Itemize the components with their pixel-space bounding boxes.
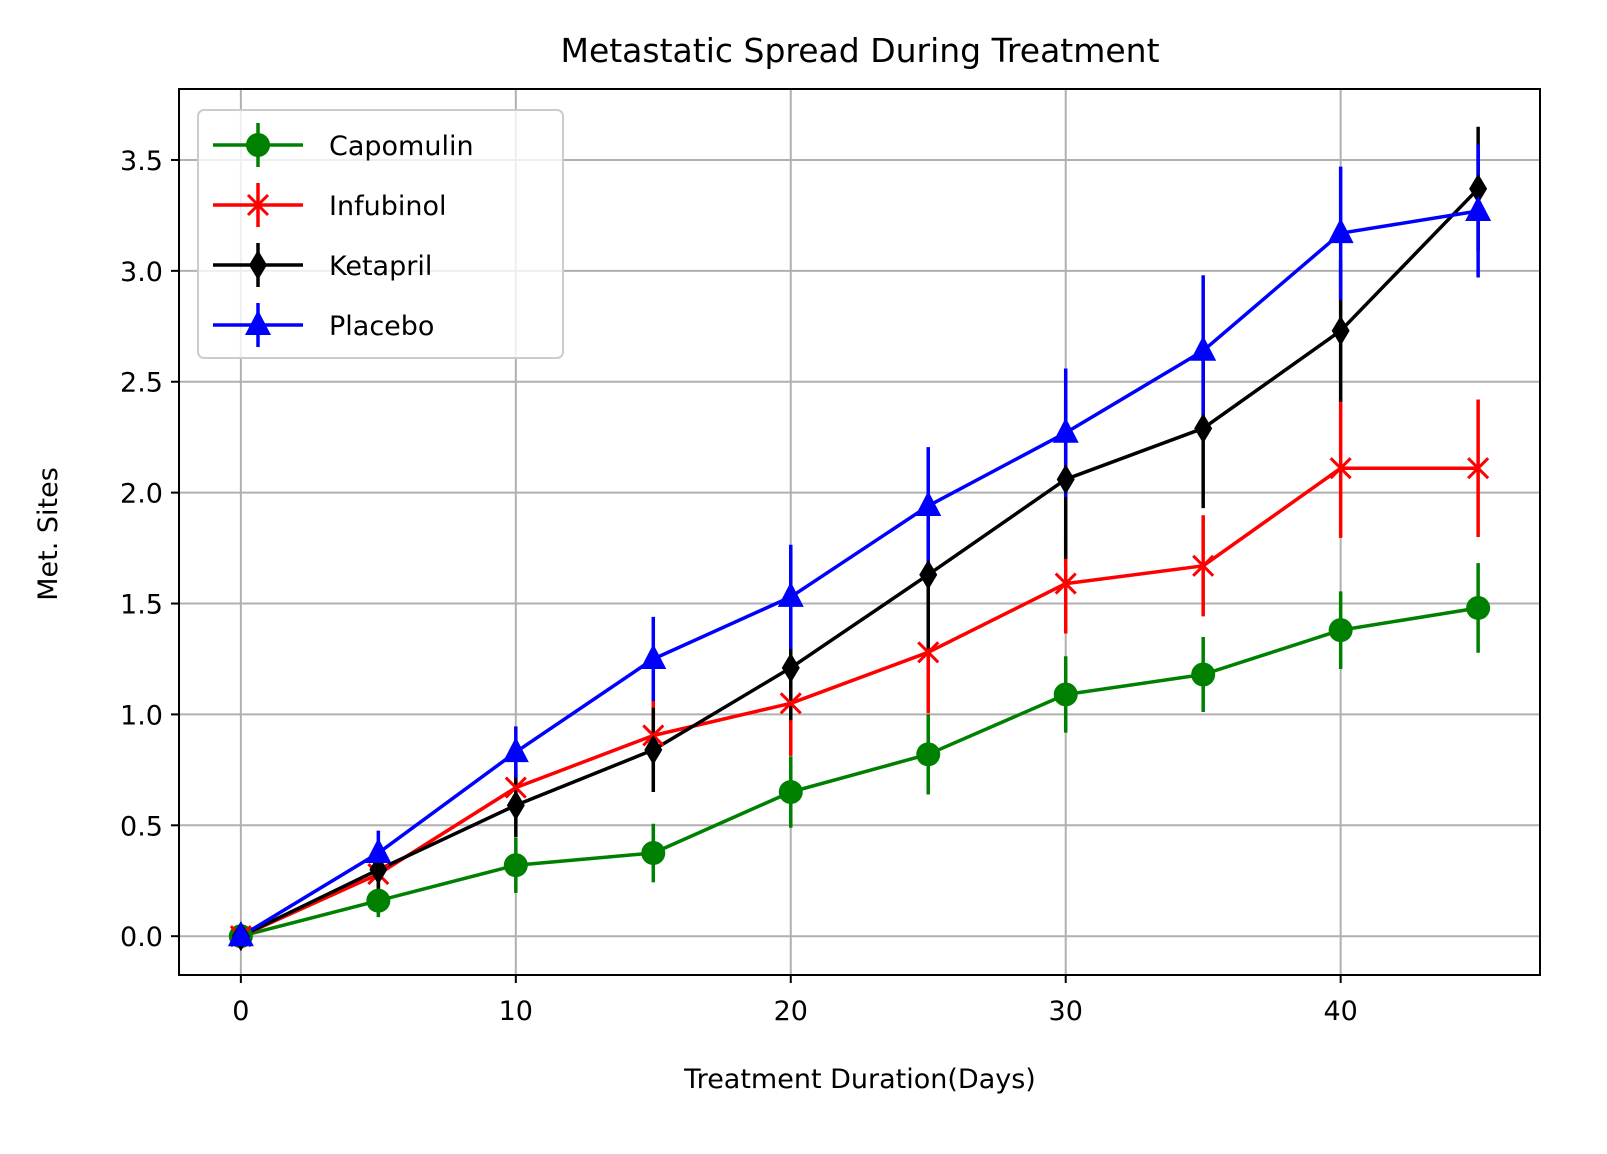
y-tick-label: 3.5 [120, 146, 163, 177]
infubinol-data-point [504, 776, 527, 799]
infubinol-series-line [240, 466, 1479, 938]
capomulin-data-point [1191, 662, 1216, 687]
y-tick-label: 2.5 [120, 368, 163, 399]
y-axis-ticks: 0.0 0.5 1.0 1.5 2.0 2.5 3.0 3.5 [120, 146, 179, 953]
ketapril-data-point [506, 790, 525, 821]
capomulin-data-point [916, 742, 941, 767]
placebo-data-point [1465, 195, 1492, 221]
plot-frame [178, 88, 1541, 976]
ketapril-data-point [1194, 413, 1213, 444]
y-tick-label: 0.0 [120, 922, 163, 953]
legend-marker-capomulin [246, 133, 270, 157]
grid [179, 89, 1540, 975]
legend-marker-placebo [245, 310, 271, 335]
legend-label-capomulin: Capomulin [329, 131, 474, 162]
placebo-data-point [1327, 218, 1354, 244]
y-tick-label: 1.0 [120, 700, 163, 731]
x-tick-label: 20 [774, 996, 808, 1027]
ketapril-data-point [1469, 173, 1488, 204]
placebo-data-point [227, 921, 254, 947]
ketapril-data-point [781, 652, 800, 683]
x-axis-ticks: 0 10 20 30 40 [232, 975, 1358, 1027]
y-tick-label: 1.5 [120, 590, 163, 621]
legend-label-placebo: Placebo [329, 311, 434, 342]
ketapril-series-line [240, 187, 1480, 938]
series-lines [239, 187, 1480, 938]
placebo-data-point [1052, 417, 1079, 443]
y-tick-label: 2.0 [120, 479, 163, 510]
ketapril-data-point [1056, 464, 1075, 495]
x-tick-label: 0 [232, 996, 249, 1027]
capomulin-data-point [366, 888, 391, 913]
legend-marker-ketapril [249, 250, 267, 280]
ketapril-data-point [644, 734, 663, 765]
series-markers [227, 173, 1492, 952]
capomulin-series-line [240, 606, 1479, 938]
legend-label-ketapril: Ketapril [329, 251, 432, 282]
placebo-data-point [502, 737, 529, 763]
legend-label-infubinol: Infubinol [329, 191, 446, 222]
y-tick-label: 3.0 [120, 257, 163, 288]
infubinol-data-point [1054, 572, 1077, 595]
placebo-data-point [915, 490, 942, 516]
infubinol-data-point [1329, 457, 1352, 480]
capomulin-data-point [1328, 618, 1353, 643]
ketapril-data-point [1331, 315, 1350, 346]
infubinol-data-point [1192, 554, 1215, 577]
legend-box [197, 109, 564, 359]
y-tick-label: 0.5 [120, 811, 163, 842]
infubinol-data-point [917, 641, 940, 664]
placebo-data-point [1190, 335, 1217, 361]
legend: Capomulin Infubinol Ketapril Placebo [197, 109, 564, 359]
infubinol-data-point [1467, 457, 1490, 480]
capomulin-data-point [641, 841, 666, 866]
infubinol-data-point [779, 692, 802, 715]
capomulin-data-point [503, 853, 528, 878]
x-tick-label: 40 [1323, 996, 1357, 1027]
placebo-data-point [777, 581, 804, 607]
placebo-series-line [239, 209, 1479, 938]
capomulin-data-point [1053, 682, 1078, 707]
placebo-data-point [365, 838, 392, 864]
x-tick-label: 30 [1049, 996, 1083, 1027]
capomulin-data-point [1466, 595, 1491, 620]
ketapril-data-point [919, 559, 938, 590]
placebo-data-point [640, 643, 667, 669]
chart-title: Metastatic Spread During Treatment [560, 31, 1159, 70]
y-axis-label: Met. Sites [33, 467, 64, 601]
x-tick-label: 10 [499, 996, 533, 1027]
legend-marker-infubinol [246, 193, 270, 217]
capomulin-data-point [778, 780, 803, 805]
x-axis-label: Treatment Duration(Days) [683, 1064, 1036, 1095]
